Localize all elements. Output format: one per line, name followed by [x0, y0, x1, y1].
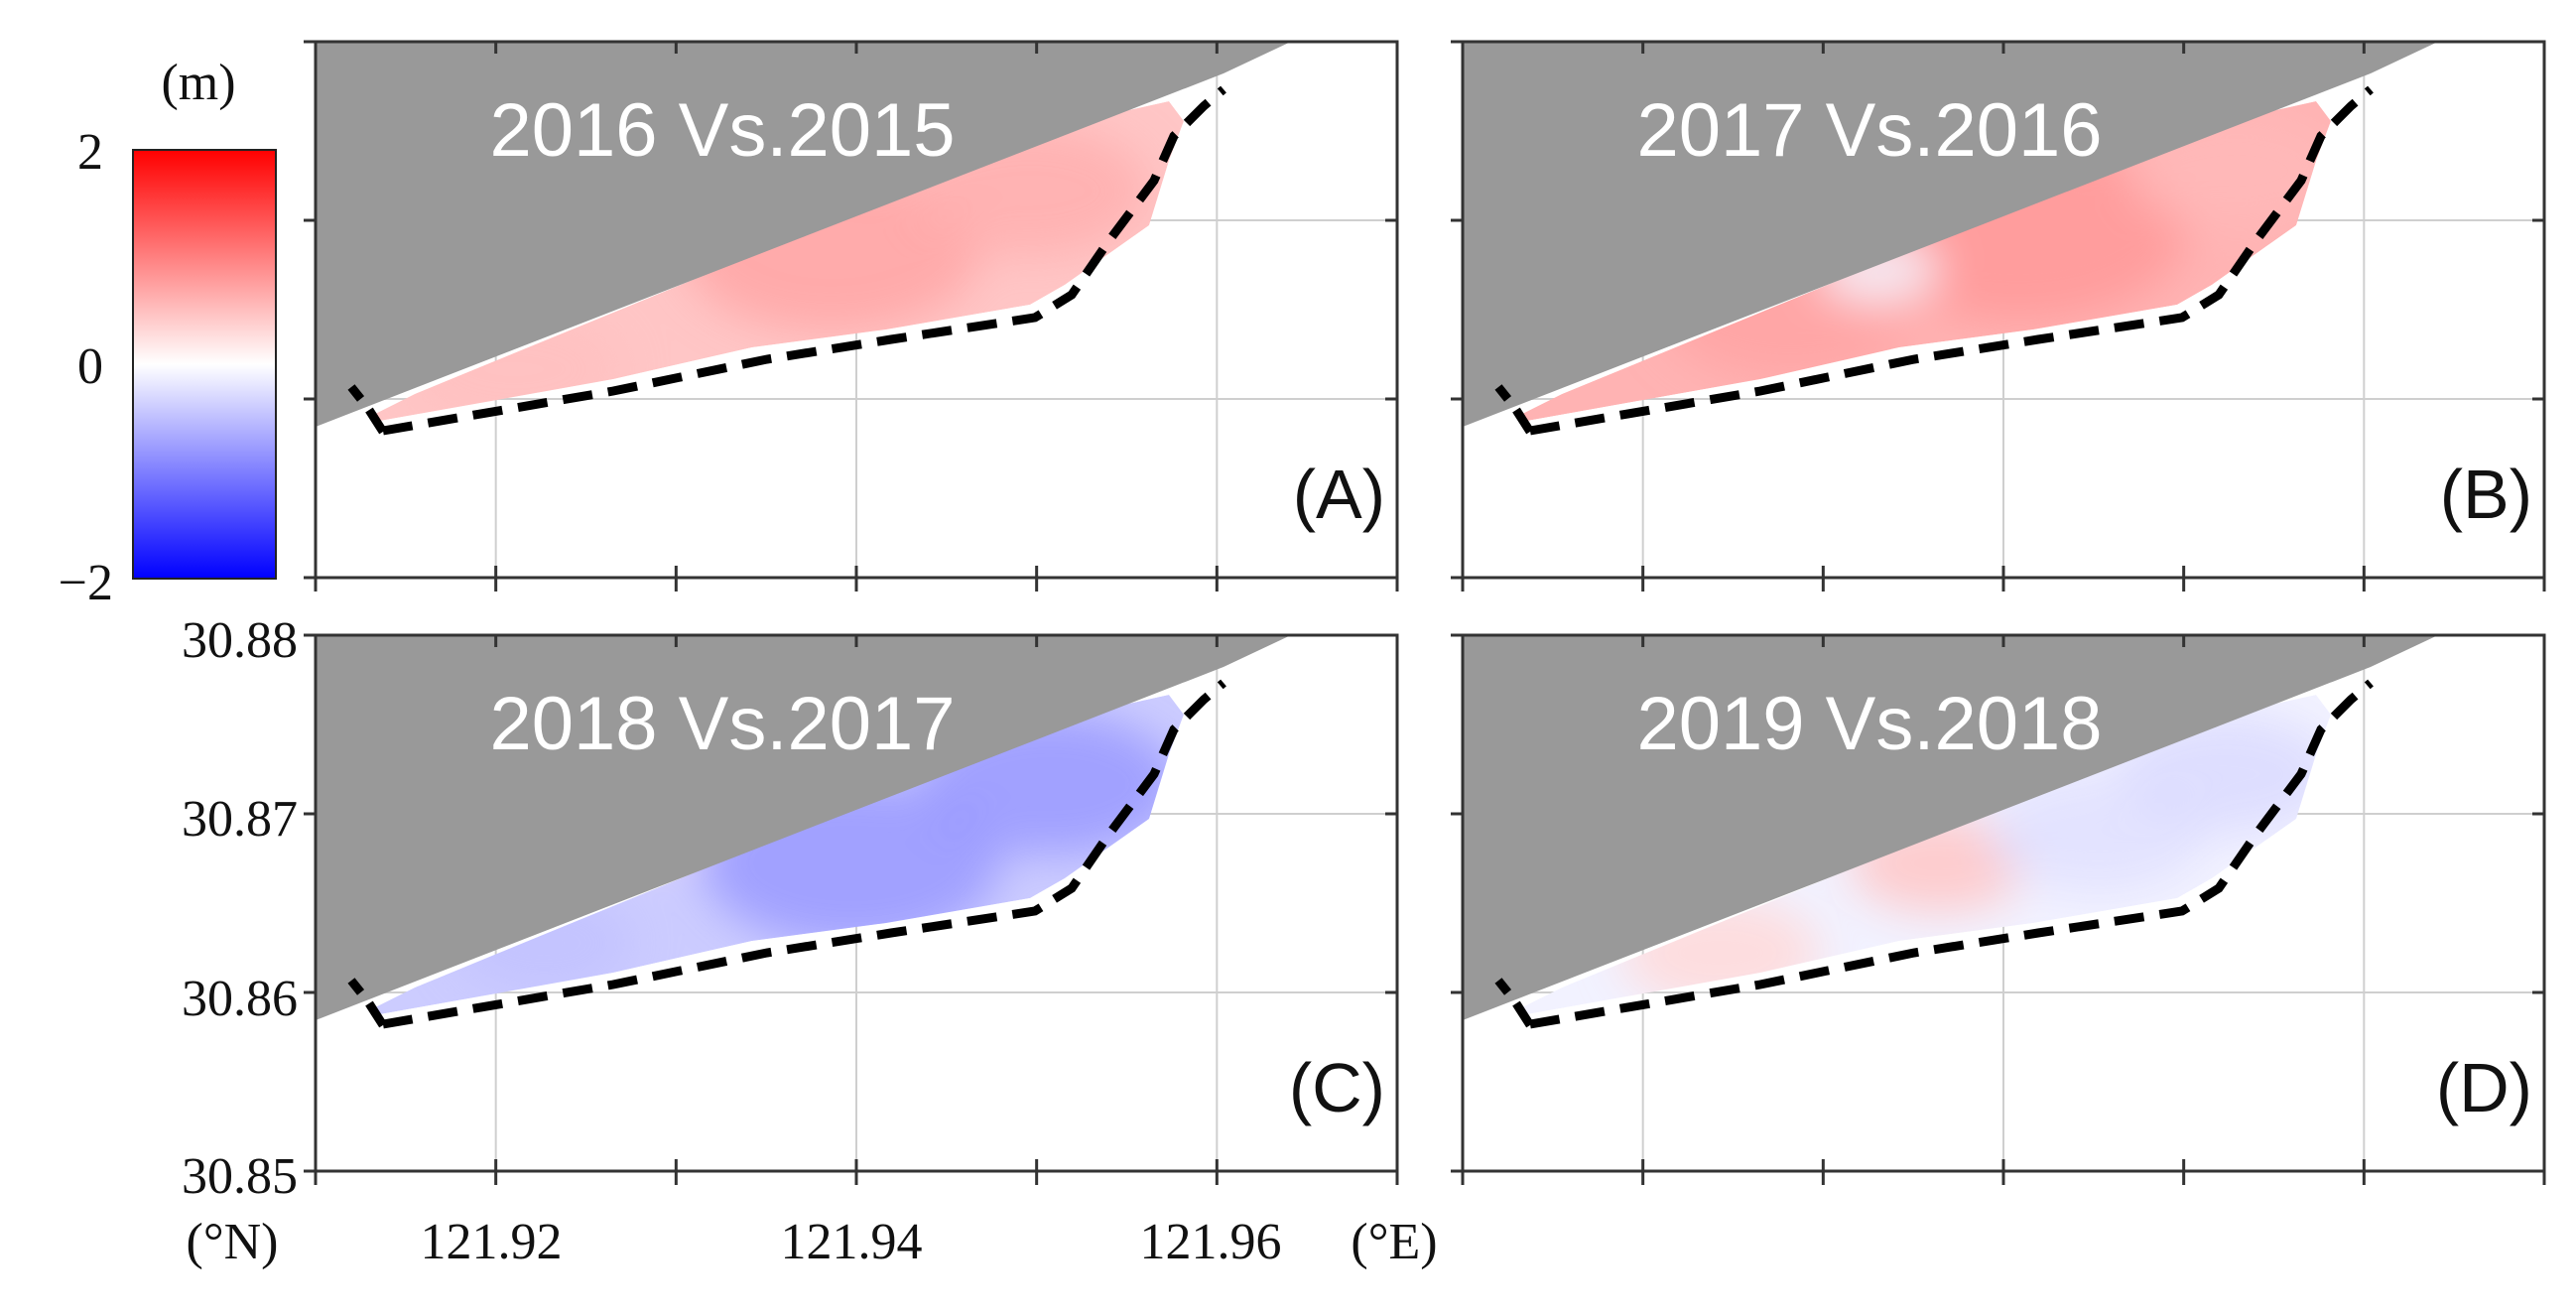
land-mask — [1463, 42, 2438, 427]
x-unit-label: (°E) — [1351, 1214, 1437, 1270]
survey-boundary — [1529, 85, 2374, 436]
survey-boundary-west — [347, 978, 387, 1028]
colorbar-gradient — [132, 149, 277, 580]
y-tick-label: 30.87 — [182, 791, 298, 848]
panel-d: 2019 Vs.2018 (D) — [1451, 633, 2546, 1185]
panel-title: 2018 Vs.2017 — [489, 682, 955, 766]
x-tick-label: 121.94 — [781, 1214, 923, 1270]
x-tick-label: 121.96 — [1140, 1214, 1282, 1270]
survey-boundary-west — [1494, 978, 1534, 1028]
panel-label: (C) — [1289, 1049, 1385, 1126]
panel-label: (A) — [1293, 456, 1385, 533]
survey-boundary — [382, 679, 1226, 1029]
survey-boundary — [382, 85, 1226, 436]
survey-boundary — [1529, 679, 2374, 1029]
panel-label: (B) — [2440, 456, 2532, 533]
colorbar-tick-mid: 0 — [77, 338, 103, 395]
panel-title: 2019 Vs.2018 — [1636, 682, 2102, 766]
colorbar-unit-label: (m) — [161, 55, 235, 111]
panel-c: 2018 Vs.2017 (C) — [304, 633, 1399, 1185]
land-mask — [316, 42, 1291, 427]
land-mask — [1463, 635, 2438, 1020]
panel-title: 2017 Vs.2016 — [1636, 88, 2102, 173]
axis-labels: 30.88 30.87 30.86 30.85 (°N) 121.92 121.… — [182, 612, 1438, 1270]
colorbar-tick-max: 2 — [77, 124, 103, 181]
panel-label: (D) — [2436, 1049, 2532, 1126]
change-field — [375, 695, 1184, 1014]
panel-a: 2016 Vs.2015 (A) — [304, 40, 1399, 592]
colorbar-tick-min: −2 — [59, 555, 113, 611]
y-tick-label: 30.85 — [182, 1148, 298, 1205]
x-tick-label: 121.92 — [421, 1214, 563, 1270]
colorbar: (m) 2 0 −2 — [59, 55, 277, 611]
panel-b: 2017 Vs.2016 (B) — [1451, 40, 2546, 592]
y-tick-label: 30.86 — [182, 971, 298, 1027]
survey-boundary-west — [347, 384, 387, 435]
panel-title: 2016 Vs.2015 — [489, 88, 955, 173]
survey-boundary-west — [1494, 384, 1534, 435]
y-unit-label: (°N) — [187, 1214, 279, 1270]
y-tick-label: 30.88 — [182, 612, 298, 669]
land-mask — [316, 635, 1291, 1020]
